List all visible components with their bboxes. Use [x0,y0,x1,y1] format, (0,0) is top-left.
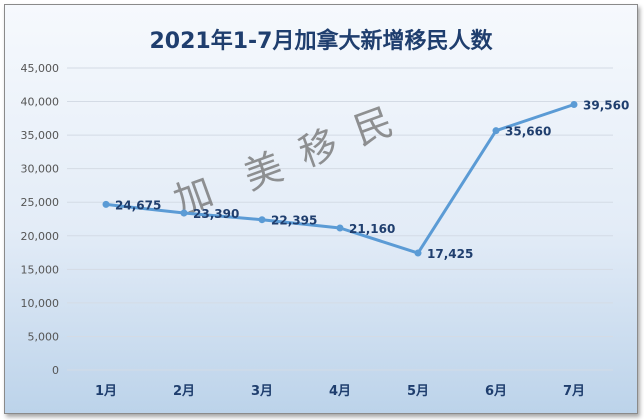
line-chart: 0 5,000 10,000 15,000 20,000 25,000 30,000 35,0… [21,62,630,399]
data-label: 23,390 [193,207,239,221]
data-label: 39,560 [583,99,629,113]
y-tick-label: 0 [52,364,59,377]
x-tick-label: 6月 [485,384,507,399]
data-point [258,216,266,224]
y-tick-label: 30,000 [21,163,60,176]
data-point [336,224,344,232]
x-tick-label: 5月 [407,384,429,399]
y-tick-label: 40,000 [21,96,60,109]
data-label: 22,395 [271,214,317,228]
watermark-glyph: 移 [293,121,344,175]
data-point [102,200,110,208]
y-tick-label: 20,000 [21,230,60,243]
x-tick-label: 1月 [95,384,117,399]
data-point [414,249,422,257]
x-tick-label: 7月 [563,384,585,399]
y-tick-label: 5,000 [28,330,60,343]
chart-frame: 2021年1-7月加拿大新增移民人数 0 5,000 10,000 15,000 20,… [4,4,638,414]
data-point [492,127,500,135]
x-tick-label: 2月 [173,384,195,399]
y-tick-label: 10,000 [21,297,60,310]
data-label: 17,425 [427,247,473,261]
data-label: 21,160 [349,222,395,236]
y-tick-label: 15,000 [21,263,60,276]
y-tick-label: 25,000 [21,196,60,209]
data-point [180,209,188,217]
data-label: 35,660 [505,125,551,139]
y-tick-label: 45,000 [21,62,60,75]
watermark-glyph: 民 [348,99,399,153]
watermark-glyph: 美 [238,144,289,198]
y-tick-label: 35,000 [21,129,60,142]
data-label: 24,675 [115,198,161,212]
chart-title: 2021年1-7月加拿大新增移民人数 [149,29,493,54]
data-point [570,101,578,109]
x-tick-label: 4月 [329,384,351,399]
x-tick-label: 3月 [251,384,273,399]
